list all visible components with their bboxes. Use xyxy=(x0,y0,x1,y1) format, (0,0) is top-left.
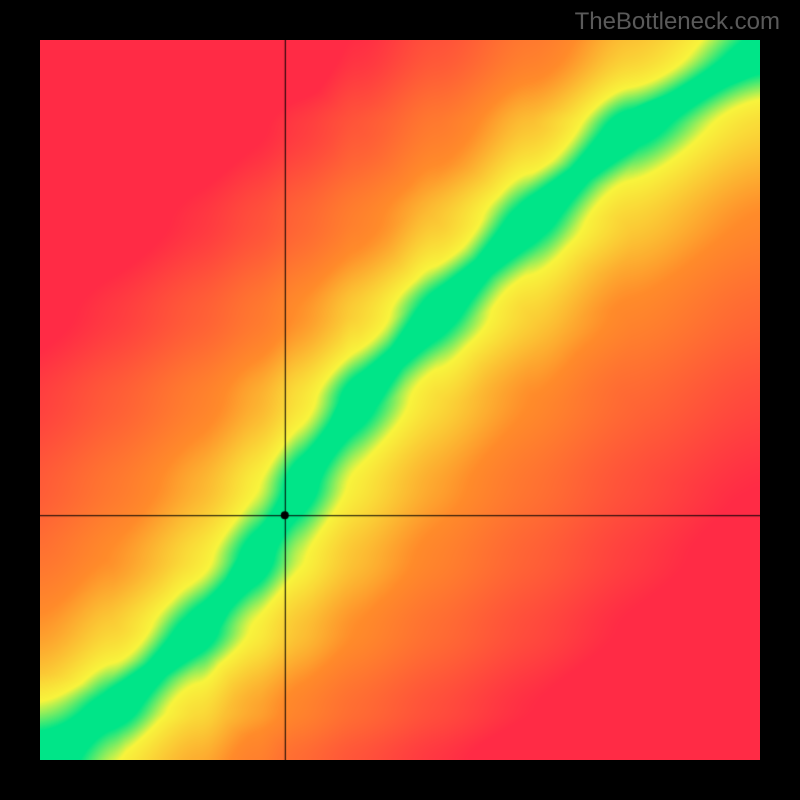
heatmap-chart xyxy=(40,40,760,760)
watermark-text: TheBottleneck.com xyxy=(575,8,780,36)
heatmap-canvas xyxy=(40,40,760,760)
